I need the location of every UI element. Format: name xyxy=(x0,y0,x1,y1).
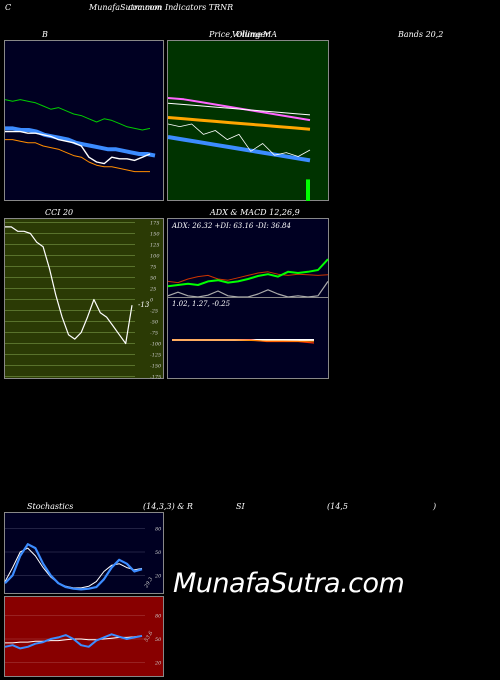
bollinger-panel xyxy=(4,40,164,201)
price-title-end: MA xyxy=(263,30,277,39)
bollinger-chart xyxy=(4,99,156,173)
price-ma-chart xyxy=(167,97,311,201)
ma-white-line xyxy=(167,102,311,116)
rsi-tick-label: 20 xyxy=(154,660,162,666)
cci-title: CCI 20 xyxy=(45,208,74,217)
bollinger-middle-band xyxy=(5,126,156,158)
rsi-value-label: 53.6 xyxy=(144,630,155,643)
cci-tick-label: -75 xyxy=(150,331,158,337)
bollinger-price-line xyxy=(5,130,151,165)
rsi-panel: 80 50 20 53.6 xyxy=(4,596,164,677)
stoch-k-line xyxy=(4,543,143,591)
cci-tick-label: 50 xyxy=(150,276,157,282)
cci-tick-label: 100 xyxy=(150,254,160,260)
cci-tick-label: -125 xyxy=(150,353,161,359)
volume-bar xyxy=(306,179,310,201)
stochastics-panel: 80 50 20 29.3 xyxy=(4,512,164,594)
rsi-tick-label: 50 xyxy=(155,637,162,643)
watermark: MunafaSutra.com xyxy=(173,568,405,599)
header-left: C xyxy=(5,3,12,12)
cci-panel: 175 150 125 100 75 50 25 0 -25 -50 -75 -100 -125 -150… xyxy=(4,218,164,381)
rsi-tick-label: 80 xyxy=(155,614,162,620)
cci-tick-label: -175 xyxy=(150,375,161,381)
stoch-title-rsi: (14,5 xyxy=(327,502,348,511)
cci-tick-label: 0 xyxy=(150,298,154,304)
cci-chart: 175 150 125 100 75 50 25 0 -25 -50 -75 -100 -125 -150… xyxy=(5,221,162,381)
bands-title: Bands 20,2 xyxy=(398,30,444,39)
cci-tick-label: 175 xyxy=(150,221,160,227)
price-title: Price, xyxy=(209,30,233,39)
stoch-title-left: Stochastics xyxy=(27,502,74,511)
macd-chart: 1.02, 1.27, -0.25 xyxy=(172,300,315,344)
stoch-tick-label: 80 xyxy=(155,527,162,533)
plus-di-line xyxy=(167,258,329,288)
header-title: MunafaSutra.com xyxy=(89,3,162,12)
cci-tick-label: 150 xyxy=(150,232,160,238)
stoch-tick-label: 20 xyxy=(154,573,162,579)
stoch-title-paren: ) xyxy=(433,502,437,511)
cci-tick-label: 125 xyxy=(150,243,160,249)
rsi-line xyxy=(4,633,143,650)
rsi-chart: 80 50 20 53.6 xyxy=(4,614,162,666)
cci-tick-label: 75 xyxy=(150,265,156,271)
price-line xyxy=(167,123,311,157)
bollinger-upper-band xyxy=(4,99,151,131)
macd-panel: 1.02, 1.27, -0.25 xyxy=(167,297,329,379)
cci-tick-label: -150 xyxy=(150,364,162,370)
macd-readout: 1.02, 1.27, -0.25 xyxy=(172,300,231,308)
ma-orange-line xyxy=(167,116,311,131)
cci-line xyxy=(5,226,133,345)
adx-readout: ADX: 26.32 +DI: 63.16 -DI: 36.84 xyxy=(171,222,291,230)
adx-chart: ADX: 26.32 +DI: 63.16 -DI: 36.84 xyxy=(167,222,329,298)
stoch-title-mid: (14,3,3) & R xyxy=(143,502,193,511)
adx-macd-title: ADX & MACD 12,26,9 xyxy=(210,208,300,217)
cci-tick-label: -100 xyxy=(150,342,162,348)
stoch-title-si: SI xyxy=(236,502,245,511)
adx-panel: ADX: 26.32 +DI: 63.16 -DI: 36.84 xyxy=(167,218,329,298)
stoch-d-line xyxy=(4,547,143,589)
header-title-overlap: common Indicators TRNR xyxy=(128,3,234,12)
stoch-value-label: 29.3 xyxy=(143,576,154,590)
cci-tick-label: 25 xyxy=(149,287,156,293)
price-title-overlap2: Ollinger xyxy=(236,30,270,39)
minus-di-line xyxy=(167,271,329,284)
ma-blue-line xyxy=(167,135,311,163)
cci-tick-label: -25 xyxy=(150,309,158,315)
price-ma-panel xyxy=(167,40,329,201)
ma-pink-line xyxy=(167,97,311,122)
macd-signal-line xyxy=(172,339,315,342)
price-title-overlap: Volume xyxy=(232,30,262,39)
bollinger-lower-band xyxy=(5,139,150,173)
cci-value-label: -13 xyxy=(138,301,150,309)
bollinger-title: B xyxy=(42,30,48,39)
stoch-tick-label: 50 xyxy=(155,550,162,556)
cci-tick-label: -50 xyxy=(150,320,159,326)
